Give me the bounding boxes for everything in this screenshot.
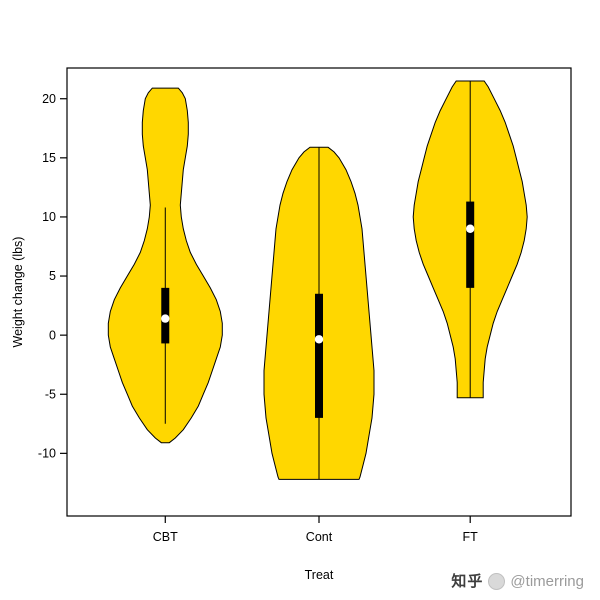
x-axis-title: Treat [305, 568, 334, 582]
y-tick-label: -10 [38, 447, 56, 461]
watermark-handle-text: @timerring [510, 573, 584, 590]
median-dot-cont [314, 335, 324, 344]
avatar-icon [488, 573, 506, 590]
y-axis-title: Weight change (lbs) [11, 237, 25, 348]
y-tick-label: 5 [49, 269, 56, 283]
plot-group: -10 -5 0 5 10 15 20 CBT Cont FT [38, 67, 572, 544]
median-dot-ft [466, 224, 475, 233]
x-tick-label: Cont [306, 530, 333, 544]
watermark-brand-text: 知乎 [451, 573, 484, 590]
y-tick-label: 20 [42, 92, 56, 106]
iqr-box-ft [466, 201, 475, 288]
y-tick-label: -5 [45, 387, 56, 401]
watermark: 知乎 @timerring [451, 573, 584, 590]
y-tick-label: 15 [42, 151, 56, 165]
median-dot-cbt [161, 314, 170, 323]
y-tick-label: 0 [49, 328, 56, 342]
y-tick-label: 10 [42, 210, 56, 224]
iqr-box-cont [315, 293, 323, 418]
x-tick-label: CBT [153, 530, 178, 544]
x-tick-label: FT [463, 530, 479, 544]
